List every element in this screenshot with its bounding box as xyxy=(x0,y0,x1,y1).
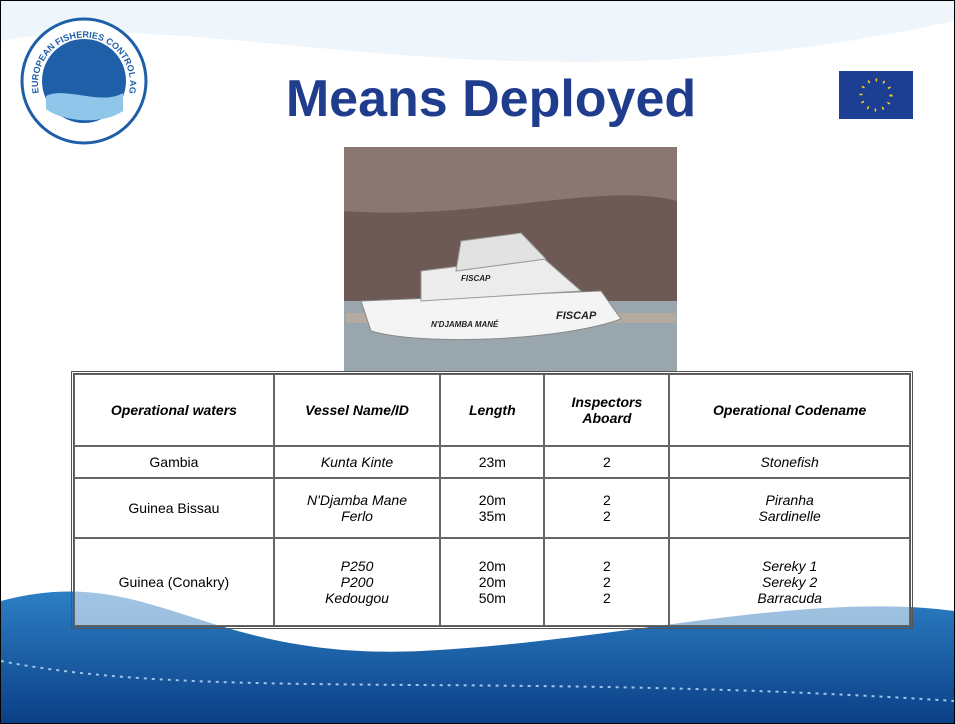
cell-line: 23m xyxy=(447,454,537,470)
column-header: Operational Codename xyxy=(669,374,910,446)
cell-line: 2 xyxy=(551,558,662,574)
column-header: Vessel Name/ID xyxy=(274,374,440,446)
cell-line: Sardinelle xyxy=(676,508,903,524)
cell-line: Guinea (Conakry) xyxy=(81,574,267,590)
photo: N'DJAMBA MANÉ FISCAP FISCAP xyxy=(344,147,677,371)
cell-line: Barracuda xyxy=(676,590,903,606)
cell-line: 2 xyxy=(551,590,662,606)
hull-mark: FISCAP xyxy=(556,310,597,322)
cell-line: Gambia xyxy=(81,454,267,470)
column-header: Operational waters xyxy=(74,374,274,446)
cell-line: Sereky 2 xyxy=(676,574,903,590)
cell-line: Guinea Bissau xyxy=(81,500,267,516)
table-cell: Guinea Bissau xyxy=(74,478,274,538)
cell-line: P250 xyxy=(281,558,433,574)
table-cell: 2 xyxy=(544,446,669,478)
top-wave xyxy=(1,1,954,62)
table-row: Gambia Kunta Kinte 23m 2 Stonefish xyxy=(74,446,910,478)
column-header: Length xyxy=(440,374,544,446)
cell-line: 2 xyxy=(551,492,662,508)
cell-line: Kunta Kinte xyxy=(281,454,433,470)
cell-line: Ferlo xyxy=(281,508,433,524)
cell-line: 2 xyxy=(551,508,662,524)
eu-flag xyxy=(839,71,913,119)
cell-line: 2 xyxy=(551,454,662,470)
cell-line: 35m xyxy=(447,508,537,524)
table-cell: 23m xyxy=(440,446,544,478)
table-cell: Stonefish xyxy=(669,446,910,478)
slide: EUROPEAN FISHERIES CONTROL AGENCY N'DJAM… xyxy=(0,0,955,724)
cell-line: 20m xyxy=(447,558,537,574)
table-cell: Gambia xyxy=(74,446,274,478)
cell-line: Piranha xyxy=(676,492,903,508)
cell-line: Kedougou xyxy=(281,590,433,606)
cell-line: 50m xyxy=(447,590,537,606)
cell-line: 2 xyxy=(551,574,662,590)
table-cell: Guinea (Conakry) xyxy=(74,538,274,626)
cell-line: 20m xyxy=(447,574,537,590)
cell-line: N'Djamba Mane xyxy=(281,492,433,508)
cell-line: Sereky 1 xyxy=(676,558,903,574)
hull-name: N'DJAMBA MANÉ xyxy=(431,320,499,329)
title: Means Deployed xyxy=(201,69,781,129)
cell-line: P200 xyxy=(281,574,433,590)
column-header: Inspectors Aboard xyxy=(544,374,669,446)
cell-line: Stonefish xyxy=(676,454,903,470)
cabin-mark: FISCAP xyxy=(461,274,491,283)
table-cell: Kunta Kinte xyxy=(274,446,440,478)
cell-line: 20m xyxy=(447,492,537,508)
